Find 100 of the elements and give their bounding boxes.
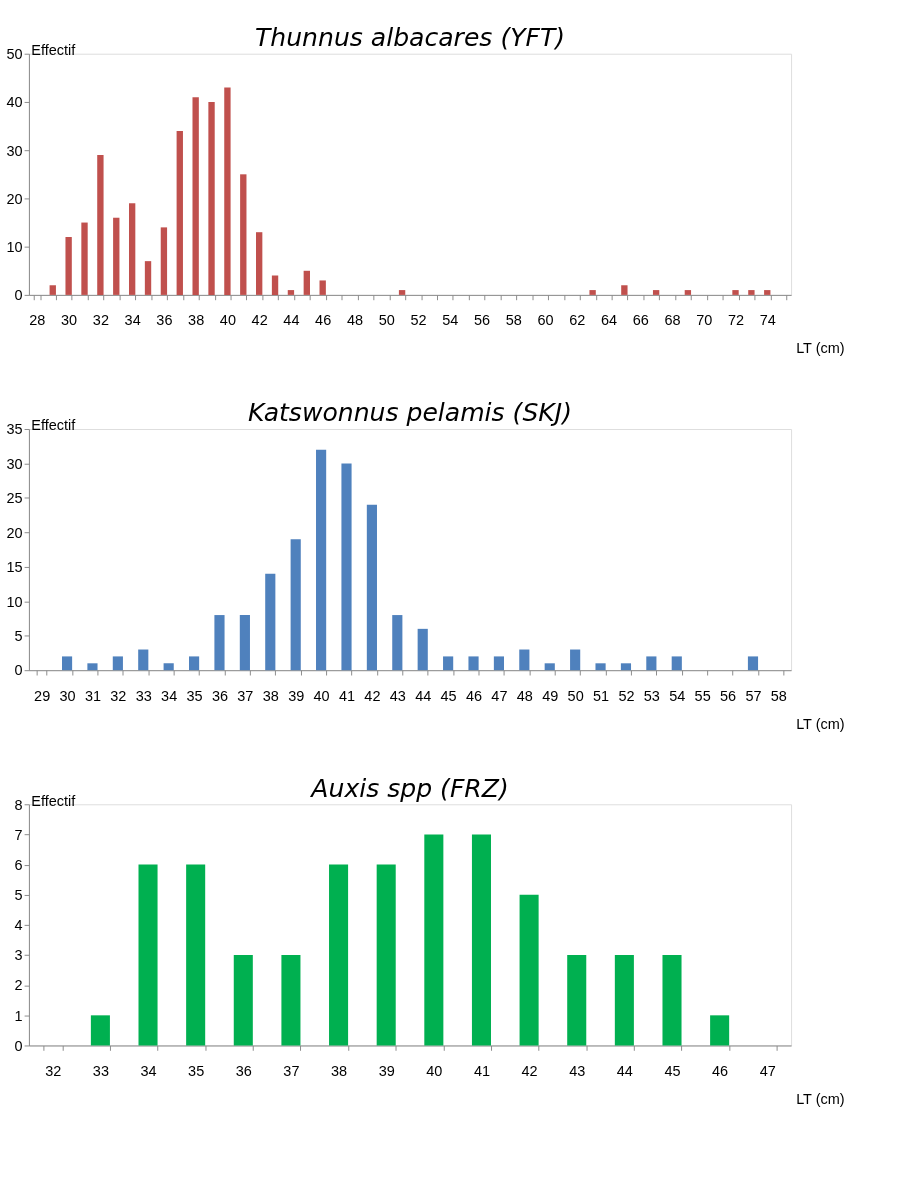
x-tick-label: 43 (569, 1062, 586, 1079)
x-tick-label: 70 (696, 312, 713, 329)
x-tick-label: 50 (378, 312, 395, 329)
bar (567, 955, 587, 1046)
x-tick-label: 51 (592, 687, 610, 704)
bar (138, 864, 158, 1046)
x-tick-label: 46 (712, 1062, 729, 1079)
chart-title: Thunnus albacares (YFT) (255, 23, 566, 52)
x-tick-label: 58 (505, 312, 522, 329)
x-tick-label: 46 (465, 687, 483, 704)
bar (128, 203, 136, 295)
x-tick-label: 50 (567, 687, 584, 704)
x-tick-label: 56 (473, 312, 490, 329)
bar (233, 955, 253, 1046)
x-tick-label: 41 (473, 1062, 490, 1079)
x-tick-label: 54 (442, 312, 459, 329)
x-tick-label: 53 (643, 687, 660, 704)
bar (341, 463, 352, 671)
bar (662, 955, 682, 1046)
x-tick-label: 32 (45, 1062, 62, 1079)
y-tick-label: 35 (6, 421, 23, 438)
y-tick-label: 20 (6, 190, 23, 207)
y-tick-label: 40 (6, 94, 23, 111)
bar (398, 290, 406, 295)
bar (303, 270, 310, 295)
x-axis-title: LT (cm) (796, 1090, 845, 1107)
bar (186, 864, 206, 1046)
x-tick-label: 33 (135, 687, 152, 704)
x-tick-label: 43 (389, 687, 406, 704)
y-tick-label: 20 (6, 524, 23, 541)
bar (87, 663, 98, 671)
bar (710, 1015, 730, 1046)
x-tick-label: 40 (219, 312, 236, 329)
bar (113, 217, 120, 295)
bar (570, 649, 581, 671)
x-tick-label: 42 (251, 312, 268, 329)
x-tick-label: 35 (188, 1062, 205, 1079)
y-tick-label: 15 (6, 559, 23, 576)
x-tick-label: 39 (288, 687, 305, 704)
bar (61, 656, 73, 671)
bar (163, 663, 174, 671)
bar (646, 656, 657, 671)
x-tick-label: 30 (61, 312, 78, 329)
y-tick-label: 8 (14, 796, 23, 813)
x-tick-label: 66 (632, 312, 649, 329)
bar (614, 955, 634, 1046)
x-tick-label: 34 (140, 1062, 157, 1079)
y-tick-label: 50 (6, 46, 23, 63)
bar (376, 864, 396, 1046)
bar (747, 656, 759, 671)
bar (49, 285, 56, 295)
y-tick-label: 5 (14, 887, 23, 904)
x-tick-label: 32 (92, 312, 109, 329)
x-tick-label: 47 (759, 1062, 776, 1079)
x-tick-label: 36 (156, 312, 173, 329)
y-tick-label: 30 (6, 455, 23, 472)
bar (224, 87, 231, 295)
x-tick-label: 55 (694, 687, 711, 704)
bar (671, 656, 682, 671)
bar (188, 656, 200, 671)
x-tick-label: 36 (211, 687, 229, 704)
bar (366, 504, 377, 671)
x-tick-label: 72 (727, 312, 745, 329)
bar (493, 656, 505, 671)
bar (748, 290, 755, 295)
x-tick-label: 52 (410, 312, 427, 329)
x-tick-label: 41 (338, 687, 356, 704)
bar (65, 237, 72, 295)
bar (271, 275, 279, 295)
x-tick-label: 42 (364, 687, 381, 704)
bar (112, 656, 123, 671)
x-tick-label: 44 (616, 1062, 633, 1079)
bar (471, 834, 491, 1046)
x-tick-label: 40 (313, 687, 330, 704)
bar (595, 663, 606, 671)
bar (319, 280, 326, 295)
bar (256, 232, 263, 295)
x-tick-label: 35 (186, 687, 203, 704)
bar (290, 539, 301, 671)
y-tick-label: 5 (14, 628, 23, 645)
bar (281, 955, 301, 1046)
x-axis-title: LT (cm) (796, 340, 845, 357)
bar (424, 834, 444, 1046)
y-tick-label: 7 (14, 826, 23, 843)
y-tick-label: 2 (14, 977, 23, 994)
x-tick-label: 46 (315, 312, 332, 329)
x-tick-label: 38 (188, 312, 205, 329)
x-tick-label: 38 (331, 1062, 348, 1079)
bar (620, 663, 632, 671)
bar (392, 615, 403, 671)
x-tick-label: 62 (569, 312, 586, 329)
bar (519, 894, 539, 1046)
x-tick-label: 34 (124, 312, 141, 329)
bar (208, 101, 215, 295)
x-tick-label: 52 (618, 687, 635, 704)
x-tick-label: 34 (161, 687, 178, 704)
y-tick-label: 10 (6, 593, 23, 610)
x-tick-label: 48 (346, 312, 363, 329)
bar (316, 449, 327, 671)
y-tick-label: 6 (14, 856, 23, 873)
